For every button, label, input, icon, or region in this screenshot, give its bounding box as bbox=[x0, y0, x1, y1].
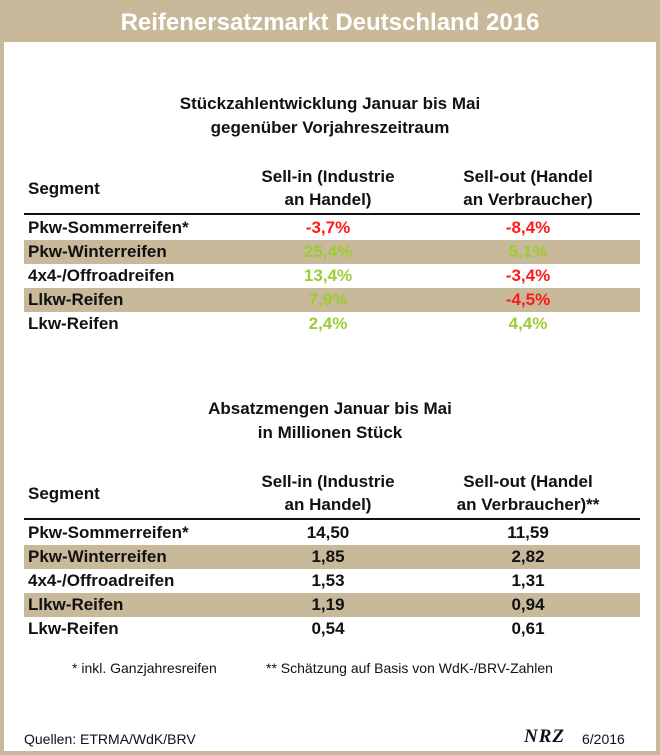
sellout-cell: -8,4% bbox=[505, 218, 551, 237]
sellout-cell: 0,94 bbox=[511, 595, 545, 614]
section2-header-segment: Segment bbox=[28, 484, 100, 503]
table-row: Pkw-Winterreifen 1,85 2,82 bbox=[24, 545, 640, 569]
sellin-cell: 25,4% bbox=[303, 242, 353, 261]
page-title: Reifenersatzmarkt Deutschland 2016 bbox=[4, 4, 656, 42]
section2-header-sellin-line1: Sell-in (Industrie bbox=[261, 472, 395, 491]
sellout-cell: -4,5% bbox=[505, 290, 551, 309]
table-row: Lkw-Reifen 0,54 0,61 bbox=[24, 617, 640, 641]
footnote-2: ** Schätzung auf Basis von WdK-/BRV-Zahl… bbox=[266, 660, 553, 676]
sellout-cell: 2,82 bbox=[511, 547, 545, 566]
sellout-cell: 11,59 bbox=[507, 523, 549, 542]
table-row: Lkw-Reifen 2,4% 4,4% bbox=[24, 312, 640, 336]
segment-cell: Llkw-Reifen bbox=[28, 290, 124, 309]
section2-title-line1: Absatzmengen Januar bis Mai bbox=[208, 399, 452, 418]
sellin-cell: 1,53 bbox=[311, 571, 345, 590]
sellin-cell: 1,19 bbox=[311, 595, 345, 614]
segment-cell: Pkw-Sommerreifen* bbox=[28, 523, 189, 542]
section1-header-segment: Segment bbox=[28, 179, 100, 198]
section2-header-sellout-line2: an Verbraucher)** bbox=[456, 495, 600, 514]
section2-header-sellin-line2: an Handel) bbox=[284, 495, 372, 514]
segment-cell: Llkw-Reifen bbox=[28, 595, 124, 614]
sellin-cell: 0,54 bbox=[311, 619, 345, 638]
section1-header-rule bbox=[24, 213, 640, 215]
sellout-cell: 5,1% bbox=[508, 242, 548, 261]
segment-cell: 4x4-/Offroadreifen bbox=[28, 571, 175, 590]
table-row: 4x4-/Offroadreifen 1,53 1,31 bbox=[24, 569, 640, 593]
publisher-logo: NRZ bbox=[524, 726, 565, 747]
sellout-cell: 0,61 bbox=[511, 619, 545, 638]
sellout-cell: 1,31 bbox=[511, 571, 545, 590]
sellin-cell: 14,50 bbox=[306, 523, 350, 542]
segment-cell: 4x4-/Offroadreifen bbox=[28, 266, 175, 285]
segment-cell: Pkw-Winterreifen bbox=[28, 547, 167, 566]
table-row: Llkw-Reifen 7,9% -4,5% bbox=[24, 288, 640, 312]
table-row: Pkw-Sommerreifen* 14,50 11,59 bbox=[24, 521, 640, 545]
sources-note: Quellen: ETRMA/WdK/BRV bbox=[24, 731, 196, 747]
segment-cell: Pkw-Sommerreifen* bbox=[28, 218, 189, 237]
segment-cell: Lkw-Reifen bbox=[28, 314, 119, 333]
table-row: Llkw-Reifen 1,19 0,94 bbox=[24, 593, 640, 617]
section1-title-line1: Stückzahlentwicklung Januar bis Mai bbox=[179, 94, 481, 113]
table-row: Pkw-Sommerreifen* -3,7% -8,4% bbox=[24, 216, 640, 240]
sellin-cell: 2,4% bbox=[308, 314, 348, 333]
table-row: Pkw-Winterreifen 25,4% 5,1% bbox=[24, 240, 640, 264]
sellout-cell: -3,4% bbox=[505, 266, 551, 285]
section2-title-line2: in Millionen Stück bbox=[257, 423, 403, 442]
footnote-1: * inkl. Ganzjahresreifen bbox=[72, 660, 217, 676]
sellin-cell: 7,9% bbox=[308, 290, 348, 309]
section2-header-rule bbox=[24, 518, 640, 520]
sellout-cell: 4,4% bbox=[508, 314, 548, 333]
sellin-cell: 13,4% bbox=[303, 266, 353, 285]
publication-date: 6/2016 bbox=[582, 731, 625, 747]
section2-header-sellout-line1: Sell-out (Handel bbox=[463, 472, 593, 491]
section1-header-sellin-line2: an Handel) bbox=[284, 190, 372, 209]
section1-header-sellout-line1: Sell-out (Handel bbox=[463, 167, 593, 186]
section1-header-sellin-line1: Sell-in (Industrie bbox=[261, 167, 395, 186]
table-row: 4x4-/Offroadreifen 13,4% -3,4% bbox=[24, 264, 640, 288]
section1-header-sellout-line2: an Verbraucher) bbox=[463, 190, 593, 209]
sellin-cell: 1,85 bbox=[311, 547, 345, 566]
sellin-cell: -3,7% bbox=[305, 218, 351, 237]
segment-cell: Pkw-Winterreifen bbox=[28, 242, 167, 261]
segment-cell: Lkw-Reifen bbox=[28, 619, 119, 638]
section1-title-line2: gegenüber Vorjahreszeitraum bbox=[210, 118, 450, 137]
